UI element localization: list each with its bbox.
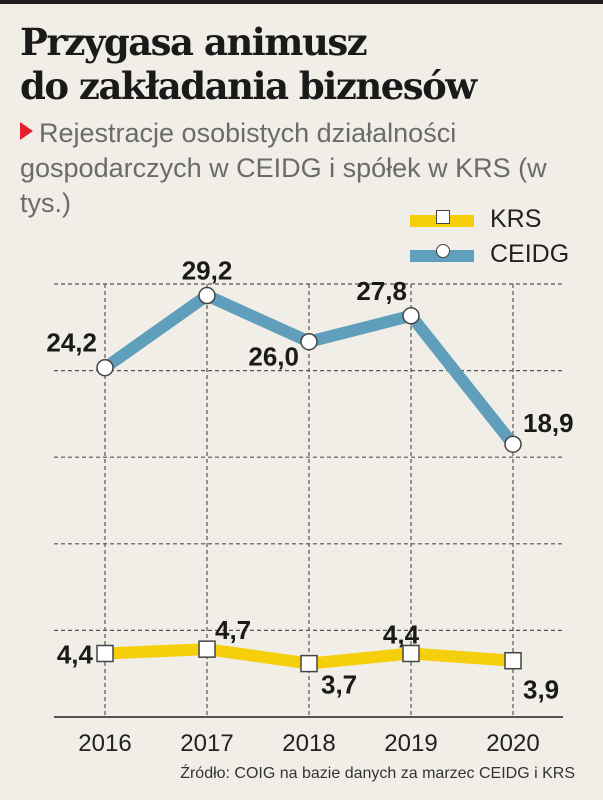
data-label: 4,7 bbox=[215, 615, 251, 645]
source-note: Źródło: COIG na bazie danych za marzec C… bbox=[180, 765, 575, 782]
ceidg-circle-marker bbox=[300, 332, 318, 351]
data-label: 3,9 bbox=[523, 675, 559, 705]
title-line-1: Przygasa animusz bbox=[20, 20, 368, 64]
legend-label-ceidg: CEIDG bbox=[490, 240, 570, 268]
krs-square-marker bbox=[300, 654, 318, 673]
ceidg-circle-marker bbox=[96, 358, 114, 377]
legend-label-krs: KRS bbox=[490, 205, 542, 233]
data-label: 18,9 bbox=[523, 408, 574, 438]
data-label: 3,7 bbox=[321, 670, 357, 700]
top-bar bbox=[0, 0, 603, 4]
krs-square-marker bbox=[402, 644, 420, 663]
krs-square-marker bbox=[96, 644, 114, 663]
legend-square-marker-icon bbox=[436, 210, 450, 224]
x-tick-label: 2019 bbox=[384, 730, 437, 757]
chart-subtitle: Rejestracje osobistych działalności gosp… bbox=[20, 116, 600, 221]
x-tick-label: 2017 bbox=[180, 730, 233, 757]
x-tick-label: 2020 bbox=[486, 730, 539, 757]
subtitle-text: Rejestracje osobistych działalności gosp… bbox=[20, 118, 547, 218]
krs-square-marker bbox=[504, 651, 522, 670]
krs-square-marker bbox=[198, 640, 216, 658]
ceidg-circle-marker bbox=[504, 435, 522, 453]
data-label: 24,2 bbox=[46, 328, 97, 358]
triangle-bullet-icon bbox=[20, 122, 33, 140]
title-line-2: do zakładania biznesów bbox=[20, 64, 477, 108]
data-label: 27,8 bbox=[356, 276, 407, 306]
ceidg-circle-marker bbox=[402, 307, 420, 325]
x-tick-label: 2016 bbox=[78, 730, 131, 757]
chart-title: Przygasa animusz do zakładania biznesów bbox=[20, 20, 477, 108]
data-label: 4,4 bbox=[383, 619, 420, 649]
ceidg-circle-marker bbox=[198, 286, 216, 305]
data-label: 26,0 bbox=[248, 342, 299, 372]
data-label: 4,4 bbox=[57, 639, 94, 669]
x-tick-label: 2018 bbox=[282, 730, 335, 757]
legend-circle-marker-icon bbox=[436, 244, 450, 258]
data-label: 29,2 bbox=[182, 256, 233, 286]
